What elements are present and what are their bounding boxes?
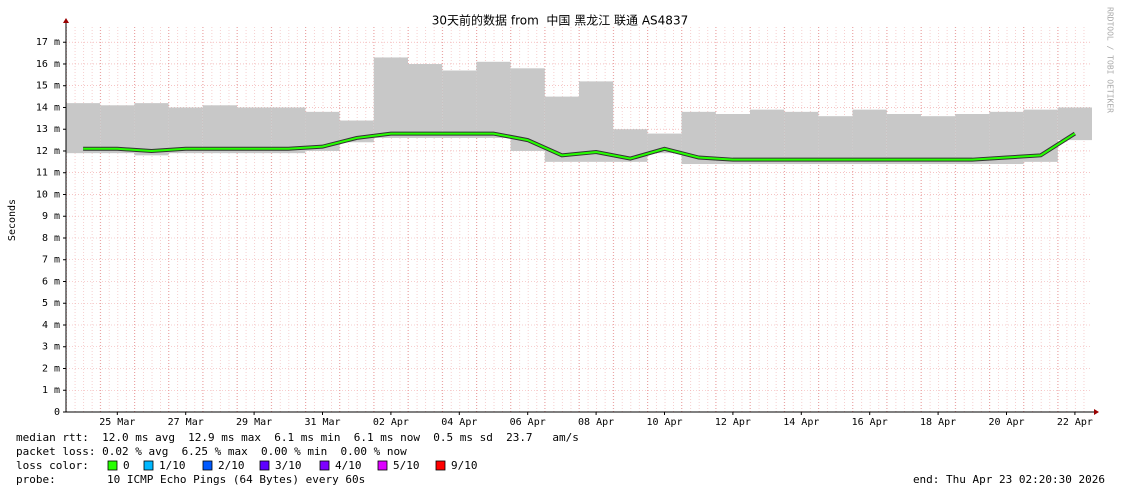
y-axis-label: Seconds (7, 199, 18, 241)
stats-line: median rtt: 12.0 ms avg 12.9 ms max 6.1 … (16, 431, 579, 444)
legend-label: 2/10 (218, 459, 245, 472)
x-tick-label: 22 Apr (1057, 417, 1093, 428)
legend-swatch (143, 460, 154, 471)
loss-color-label: loss color: (16, 459, 89, 472)
smoke-band (921, 116, 956, 165)
y-tick-label: 14 m (36, 102, 60, 113)
y-tick-label: 17 m (36, 37, 60, 48)
smoke-band (66, 103, 101, 154)
x-tick-label: 16 Apr (852, 417, 888, 428)
smoke-band (442, 70, 477, 138)
legend-label: 4/10 (335, 459, 362, 472)
smoke-band (408, 63, 443, 138)
smoke-band (955, 114, 990, 165)
y-tick-label: 9 m (42, 211, 60, 222)
y-tick-label: 16 m (36, 59, 60, 70)
smoke-band (784, 111, 819, 165)
legend-label: 9/10 (451, 459, 478, 472)
probe-text: 10 ICMP Echo Pings (64 Bytes) every 60s (107, 473, 365, 486)
median-line (83, 132, 1076, 161)
probe-label: probe: (16, 473, 56, 486)
legend-label: 0 (123, 459, 130, 472)
y-tick-label: 5 m (42, 298, 60, 309)
x-tick-label: 25 Mar (99, 417, 135, 428)
y-tick-label: 1 m (42, 385, 60, 396)
smoke-band (202, 105, 237, 154)
x-tick-label: 02 Apr (373, 417, 409, 428)
y-tick-label: 0 (54, 407, 60, 418)
y-tick-label: 13 m (36, 124, 60, 135)
axis-arrow (63, 18, 69, 23)
x-tick-label: 31 Mar (304, 417, 340, 428)
x-tick-label: 29 Mar (236, 417, 272, 428)
smoke-band (818, 116, 853, 165)
end-text: end: Thu Apr 23 02:20:30 2026 (913, 473, 1105, 486)
x-tick-label: 18 Apr (920, 417, 956, 428)
smoke-band (750, 109, 785, 165)
smoke-band (852, 109, 887, 165)
x-tick-label: 12 Apr (715, 417, 751, 428)
x-tick-label: 04 Apr (441, 417, 477, 428)
y-tick-label: 8 m (42, 233, 60, 244)
smoke-band (271, 107, 306, 154)
smoke-band (476, 61, 511, 138)
y-tick-label: 11 m (36, 168, 60, 179)
legend-label: 1/10 (159, 459, 186, 472)
legend-swatch (107, 460, 118, 471)
smoke-band (886, 114, 921, 165)
legend-swatch (435, 460, 446, 471)
y-tick-label: 15 m (36, 81, 60, 92)
legend-swatch (202, 460, 213, 471)
legend-swatch (377, 460, 388, 471)
y-tick-label: 12 m (36, 146, 60, 157)
smoke-band (647, 133, 682, 154)
legend-label: 3/10 (275, 459, 302, 472)
smoke-band (168, 107, 203, 154)
legend-label: 5/10 (393, 459, 420, 472)
legend-swatch (319, 460, 330, 471)
x-tick-label: 06 Apr (510, 417, 546, 428)
watermark: RRDTOOL / TOBI OETIKER (1106, 7, 1115, 113)
x-tick-label: 08 Apr (578, 417, 614, 428)
y-tick-label: 2 m (42, 363, 60, 374)
y-tick-label: 3 m (42, 342, 60, 353)
x-tick-label: 14 Apr (783, 417, 819, 428)
axis-arrow (1094, 409, 1099, 415)
y-tick-label: 10 m (36, 189, 60, 200)
chart-title: 30天前的数据 from 中国 黑龙江 联通 AS4837 (432, 13, 688, 28)
x-tick-label: 20 Apr (988, 417, 1024, 428)
smoke-band (715, 114, 750, 165)
smoke-band (373, 57, 408, 138)
smoke-band (237, 107, 272, 154)
smoke-band (100, 105, 135, 154)
y-tick-label: 4 m (42, 320, 60, 331)
smoke-band (134, 103, 169, 156)
stats-line: packet loss: 0.02 % avg 6.25 % max 0.00 … (16, 445, 407, 458)
y-tick-label: 6 m (42, 276, 60, 287)
smoke-band (579, 81, 614, 162)
x-tick-label: 10 Apr (646, 417, 682, 428)
y-tick-label: 7 m (42, 255, 60, 266)
legend-swatch (259, 460, 270, 471)
x-tick-label: 27 Mar (168, 417, 204, 428)
